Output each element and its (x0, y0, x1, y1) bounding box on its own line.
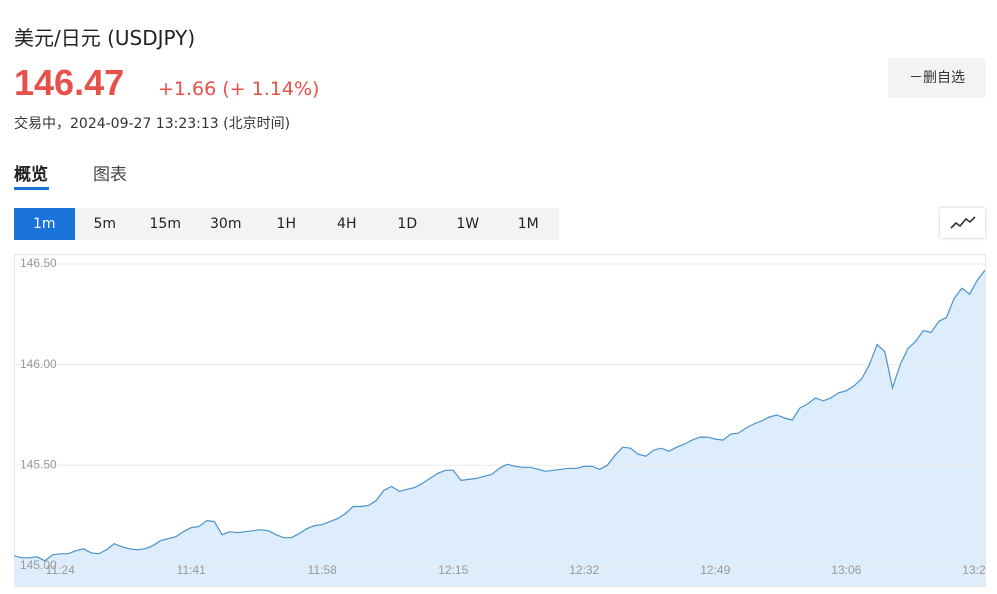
interval-button[interactable]: 30m (210, 216, 242, 232)
interval-button[interactable]: 1H (276, 216, 296, 232)
chart-style-button[interactable] (940, 208, 985, 238)
status: 交易中，2024-09-27 13:23:13 (北京时间) (14, 116, 291, 132)
title: 美元/日元 (USDJPY) (14, 26, 196, 50)
x-tick-label: 11:41 (177, 563, 206, 577)
x-tick-label: 13:06 (831, 563, 861, 577)
interval-button[interactable]: 1m (14, 208, 75, 240)
watch-button[interactable]: －删自选 (888, 58, 986, 98)
change: +1.66 (+ 1.14%) (158, 78, 320, 100)
line-icon (950, 216, 976, 229)
interval-button[interactable]: 1D (397, 216, 418, 232)
x-tick-label: 11:58 (308, 563, 337, 577)
interval-button[interactable]: 5m (93, 216, 117, 232)
tab-indicator (14, 187, 49, 190)
interval-button[interactable]: 15m (149, 216, 181, 232)
plot-frame (14, 254, 986, 587)
plot: 145.00 145.50 146.00 146.50 11:24 11:41 11:58 1… (14, 256, 992, 586)
tab[interactable]: 图表 (93, 165, 127, 185)
tab[interactable]: 概览 (14, 165, 48, 185)
price: 146.47 (14, 62, 125, 103)
x-tick-label: 11:24 (46, 563, 75, 577)
x-tick-label: 12:15 (438, 563, 468, 577)
y-tick-label: 145.00 (20, 558, 57, 572)
y-tick-label: 146.00 (20, 357, 57, 371)
interval-bar: 1m 5m 15m 30m 1H 4H 1D 1W 1M (14, 208, 559, 240)
y-tick-label: 146.50 (20, 256, 57, 270)
line (14, 269, 986, 562)
interval-button[interactable]: 1W (456, 216, 480, 232)
interval-button[interactable]: 4H (337, 216, 357, 232)
area (14, 270, 985, 586)
x-tick-label: 12:32 (569, 563, 599, 577)
interval-button[interactable]: 1M (517, 216, 539, 232)
x-tick-label: 12:49 (700, 563, 730, 577)
y-tick-label: 145.50 (20, 457, 57, 471)
x-tick-label: 13:23 (962, 563, 992, 577)
